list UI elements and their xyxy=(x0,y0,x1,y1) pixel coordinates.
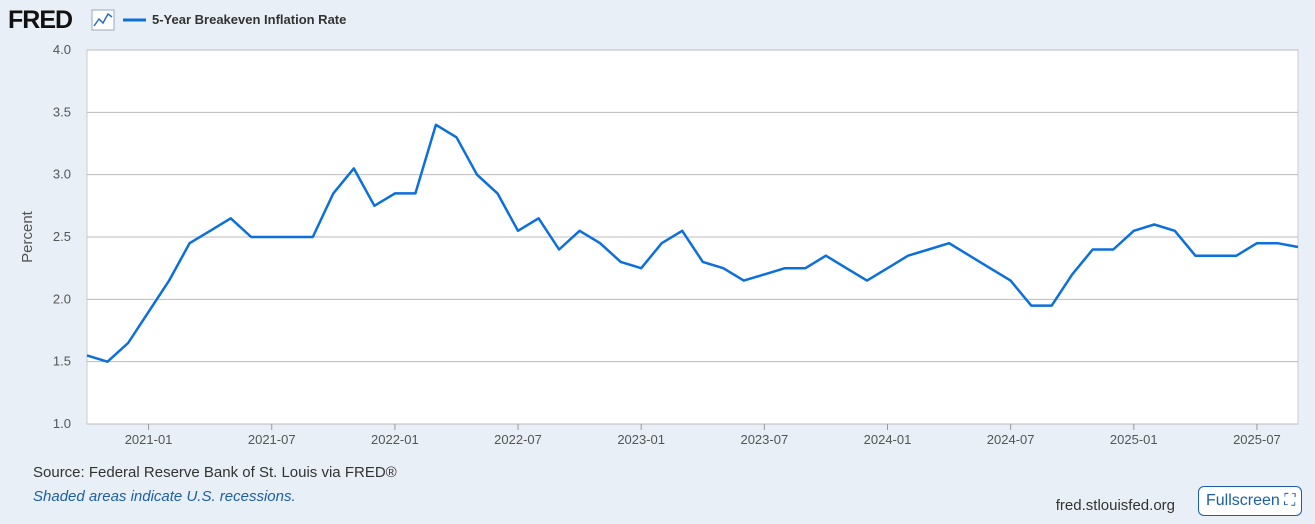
y-axis-label: Percent xyxy=(19,210,36,263)
button-label: Fullscreen xyxy=(1206,492,1280,509)
y-tick-label: 1.5 xyxy=(53,354,71,369)
x-tick-label: 2025-07 xyxy=(1233,432,1281,447)
x-tick-label: 2025-01 xyxy=(1110,432,1158,447)
legend-label: 5-Year Breakeven Inflation Rate xyxy=(152,12,346,27)
y-tick-label: 2.5 xyxy=(53,229,71,244)
x-tick-label: 2021-01 xyxy=(125,432,173,447)
y-tick-label: 3.5 xyxy=(53,104,71,119)
x-tick-label: 2022-01 xyxy=(371,432,419,447)
x-tick-label: 2023-01 xyxy=(617,432,665,447)
x-tick-label: 2022-07 xyxy=(494,432,542,447)
x-tick-label: 2024-01 xyxy=(864,432,912,447)
fullscreen-button[interactable]: Fullscreen ⛶ xyxy=(1198,486,1302,516)
y-tick-label: 2.0 xyxy=(53,291,71,306)
logo: FRED xyxy=(8,6,72,34)
y-tick-label: 1.0 xyxy=(53,416,71,431)
x-tick-label: 2021-07 xyxy=(248,432,296,447)
note: Shaded areas indicate U.S. recessions. xyxy=(33,488,296,505)
site: fred.stlouisfed.org xyxy=(1056,497,1175,514)
series-line xyxy=(86,123,1299,363)
x-tick-label: 2023-07 xyxy=(740,432,788,447)
logo-icon xyxy=(91,9,115,31)
source: Source: Federal Reserve Bank of St. Loui… xyxy=(33,464,397,481)
y-tick-label: 3.0 xyxy=(53,167,71,182)
y-tick-label: 4.0 xyxy=(53,42,71,57)
x-tick-label: 2024-07 xyxy=(987,432,1035,447)
